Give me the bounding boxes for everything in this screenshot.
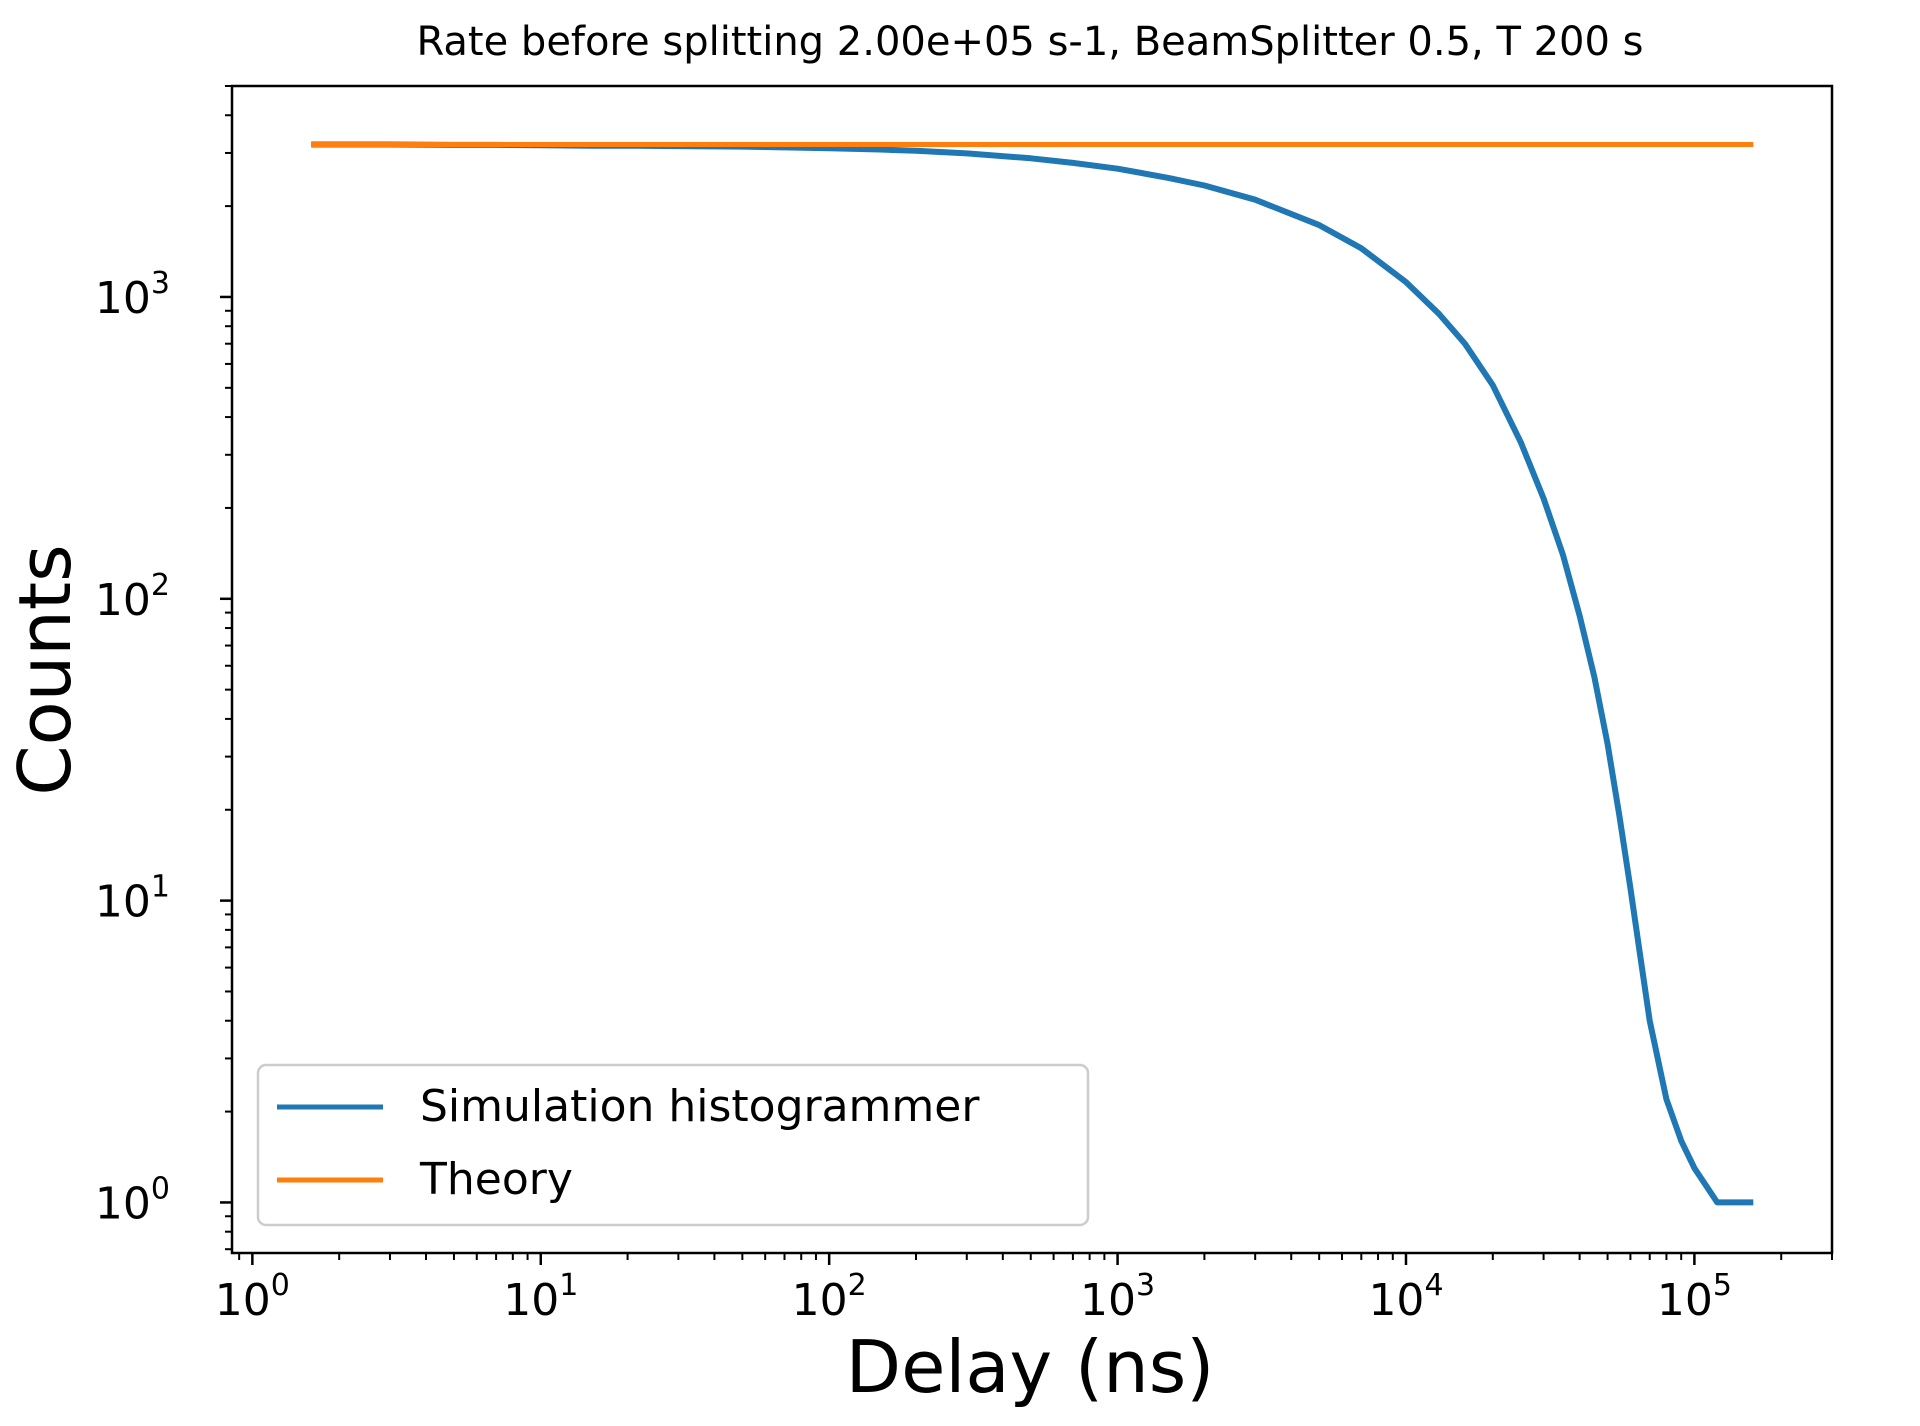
legend: Simulation histogrammer Theory: [256, 1063, 1090, 1227]
x-tick-label: 104: [1368, 1268, 1443, 1326]
chart-title: Rate before splitting 2.00e+05 s-1, Beam…: [417, 19, 1644, 65]
series-line-simulation: [311, 141, 1754, 1206]
x-tick-label: 100: [215, 1268, 290, 1326]
x-tick-label: 101: [503, 1268, 578, 1326]
y-tick-label: 103: [95, 266, 170, 324]
x-tick-label: 103: [1080, 1268, 1155, 1326]
y-tick-label: 101: [95, 870, 170, 928]
plot-area: [230, 84, 1834, 1255]
x-tick-label: 105: [1657, 1268, 1732, 1326]
x-tick-label: 102: [792, 1268, 867, 1326]
y-tick-label: 100: [95, 1171, 170, 1229]
y-tick-label: 102: [95, 568, 170, 626]
legend-label-theory: Theory: [419, 1154, 573, 1205]
y-axis-label: Counts: [3, 544, 87, 795]
legend-box: [256, 1063, 1090, 1227]
x-axis-label: Delay (ns): [846, 1325, 1215, 1409]
legend-label-simulation: Simulation histogrammer: [420, 1081, 980, 1132]
series-layer: [311, 141, 1754, 1206]
x-axis: 100 101 102 103 104 105: [215, 1253, 1833, 1326]
y-axis: 100 101 102 103: [95, 85, 232, 1251]
